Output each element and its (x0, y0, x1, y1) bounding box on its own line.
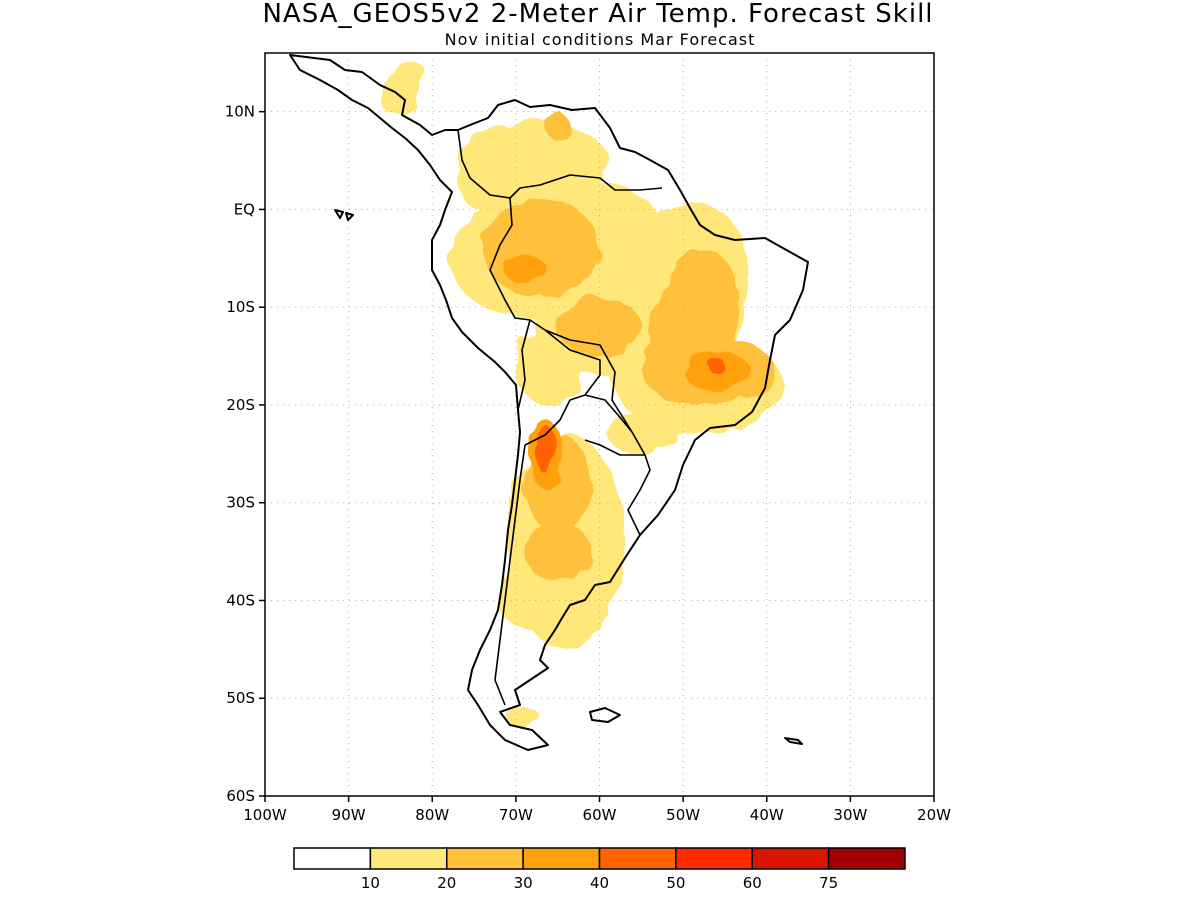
coastlines (289, 54, 809, 751)
skill-region (382, 60, 424, 114)
colorbar-label: 60 (743, 874, 762, 892)
colorbar: 10 20 30 40 50 60 75 (293, 847, 906, 892)
colorbar-label: 40 (590, 874, 609, 892)
x-tick-label: 20W (917, 806, 951, 824)
y-tick-label: 10N (225, 103, 255, 121)
y-tick-label: 30S (226, 494, 255, 512)
skill-region (499, 571, 567, 630)
colorbar-label: 20 (437, 874, 456, 892)
colorbar-swatch (675, 847, 753, 870)
chart-title: NASA_GEOS5v2 2-Meter Air Temp. Forecast … (262, 0, 933, 29)
colorbar-label: 75 (819, 874, 838, 892)
x-tick-label: 30W (833, 806, 867, 824)
x-tick-label: 50W (666, 806, 700, 824)
colorbar-swatch (293, 847, 372, 870)
colorbar-label: 50 (666, 874, 685, 892)
axes: 100W 90W 80W 70W 60W 50W 40W 30W 20W 10N EQ 10S 20S 3… (225, 103, 951, 824)
skill-shading (382, 60, 784, 728)
x-tick-label: 40W (750, 806, 784, 824)
y-tick-label: 20S (226, 396, 255, 414)
country-borders (457, 129, 663, 706)
skill-region (524, 522, 592, 581)
x-tick-label: 70W (499, 806, 533, 824)
skill-region (457, 150, 508, 210)
colorbar-swatch (751, 847, 830, 870)
colorbar-swatch (598, 847, 677, 870)
galapagos-islands (334, 209, 354, 221)
skill-region (545, 113, 571, 140)
skill-region (535, 424, 556, 474)
colorbar-swatch (522, 847, 601, 870)
y-tick-label: 10S (226, 298, 255, 316)
south-georgia (784, 737, 803, 745)
colorbar-swatch (369, 847, 448, 870)
y-tick-label: 50S (226, 689, 255, 707)
skill-region (708, 358, 725, 374)
skill-region (607, 414, 675, 454)
colorbar-swatch (827, 847, 906, 870)
chart-subtitle: Nov initial conditions Mar Forecast (445, 30, 756, 49)
x-tick-label: 60W (583, 806, 617, 824)
x-tick-label: 80W (415, 806, 449, 824)
skill-region (507, 708, 541, 728)
y-tick-label: 40S (226, 591, 255, 609)
colorbar-label: 30 (514, 874, 533, 892)
colorbar-swatch (446, 847, 524, 870)
south-america-coastline (289, 54, 809, 751)
skill-region (482, 199, 600, 298)
y-tick-label: 60S (226, 787, 255, 805)
y-tick-label: EQ (234, 200, 255, 218)
skill-region (503, 253, 546, 283)
x-tick-label: 90W (332, 806, 366, 824)
x-tick-label: 100W (243, 806, 287, 824)
colorbar-label: 10 (361, 874, 380, 892)
falkland-islands (589, 707, 621, 723)
